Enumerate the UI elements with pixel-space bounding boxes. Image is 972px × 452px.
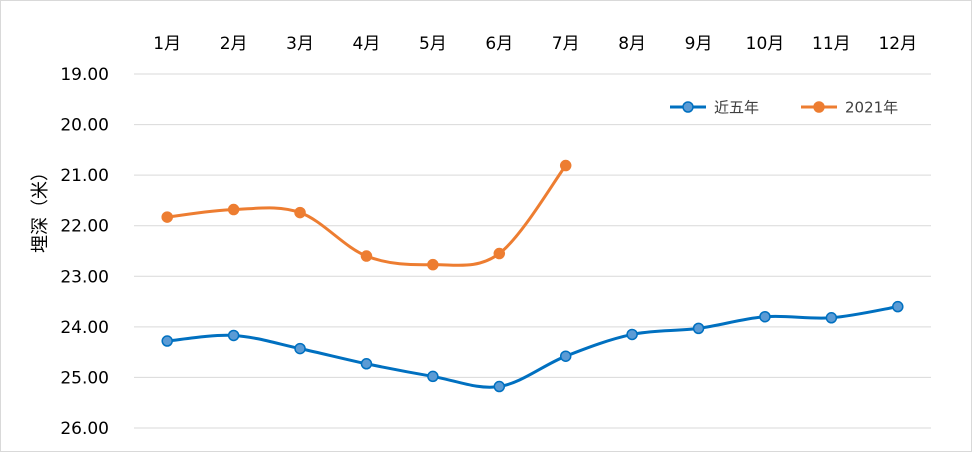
y-tick-label: 24.00 — [60, 318, 109, 338]
y-tick-label: 22.00 — [60, 217, 109, 237]
data-point — [427, 370, 439, 383]
x-tick-label: 3月 — [286, 34, 314, 54]
gridlines — [134, 73, 931, 429]
data-point — [892, 300, 904, 313]
x-tick-label: 12月 — [878, 34, 917, 54]
data-point — [493, 247, 506, 260]
x-tick-label: 7月 — [552, 34, 580, 54]
series-five-year — [161, 300, 904, 393]
x-tick-label: 1月 — [153, 34, 181, 54]
x-tick-label: 11月 — [812, 34, 851, 54]
y-tick-label: 21.00 — [60, 166, 109, 186]
data-point — [626, 328, 638, 341]
data-point — [161, 335, 173, 347]
y-tick-label: 26.00 — [60, 419, 109, 439]
data-point — [559, 159, 572, 172]
data-point — [493, 380, 506, 393]
data-point — [227, 329, 240, 342]
x-tick-label: 4月 — [353, 34, 381, 54]
data-point — [360, 250, 373, 262]
y-tick-label: 25.00 — [60, 368, 109, 388]
series-2021 — [161, 159, 572, 271]
legend-label: 2021年 — [845, 99, 898, 117]
series-lines — [161, 159, 904, 393]
data-point — [692, 322, 705, 335]
x-axis-ticks: 1月 2月 3月 4月 5月 6月 7月 8月 9月 10月 11月 12月 — [153, 34, 917, 54]
y-tick-label: 20.00 — [60, 116, 109, 136]
legend-marker — [813, 101, 825, 113]
x-tick-label: 8月 — [618, 34, 646, 54]
y-tick-label: 19.00 — [60, 65, 109, 85]
data-point — [294, 206, 306, 219]
legend-label: 近五年 — [714, 99, 759, 117]
data-point — [161, 211, 173, 223]
legend-item: 2021年 — [801, 99, 898, 117]
y-tick-label: 23.00 — [60, 267, 109, 287]
legend-marker — [682, 101, 694, 113]
series-line — [167, 305, 899, 389]
data-point — [294, 342, 306, 355]
x-tick-label: 6月 — [485, 34, 513, 54]
data-point — [227, 203, 240, 216]
data-point — [825, 312, 838, 324]
y-axis-title: 埋深（米） — [30, 163, 51, 253]
data-point — [427, 258, 439, 271]
y-axis-ticks: 19.00 20.00 21.00 22.00 23.00 24.00 25.00 26.00 — [60, 65, 109, 439]
x-tick-label: 2月 — [220, 34, 248, 54]
x-tick-label: 5月 — [419, 34, 447, 54]
data-point — [360, 358, 373, 370]
x-tick-label: 10月 — [746, 34, 785, 54]
legend: 近五年 2021年 — [670, 99, 898, 117]
data-point — [559, 350, 572, 362]
x-tick-label: 9月 — [685, 34, 713, 54]
data-point — [759, 310, 771, 323]
legend-item: 近五年 — [670, 99, 759, 117]
